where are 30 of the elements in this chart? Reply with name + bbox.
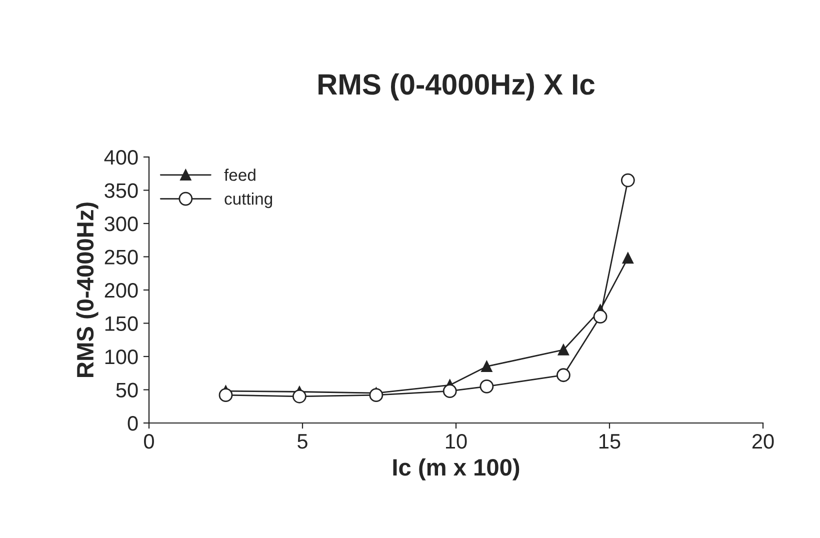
- x-tick-label: 5: [298, 434, 308, 449]
- point: [593, 310, 608, 324]
- point: [369, 388, 384, 402]
- y-tick-label: 350: [104, 183, 138, 198]
- x-tick-label: 10: [446, 434, 467, 449]
- y-tick-label: 200: [104, 283, 138, 298]
- y-tick-label: 0: [128, 416, 138, 431]
- point: [442, 384, 457, 398]
- legend-label: cutting: [224, 192, 272, 208]
- legend-label: feed: [224, 168, 256, 181]
- point: [480, 379, 494, 394]
- x-axis-title: Ic (m x 100): [393, 458, 520, 480]
- point: [481, 360, 492, 372]
- y-tick-label: 300: [104, 216, 138, 232]
- y-tick-label: 250: [104, 250, 138, 265]
- point: [556, 368, 570, 382]
- y-tick-label: 150: [105, 316, 138, 332]
- chart-title: RMS (0-4000Hz) X Ic: [318, 73, 595, 101]
- x-tick-label: 15: [600, 434, 620, 449]
- point: [292, 389, 306, 404]
- point: [218, 388, 233, 402]
- y-axis-title: RMS (0-4000Hz): [76, 202, 98, 377]
- point: [620, 173, 635, 188]
- y-tick-label: 50: [116, 382, 138, 398]
- y-tick-label: 400: [104, 150, 138, 165]
- point: [622, 252, 634, 264]
- x-tick-label: 20: [752, 434, 774, 449]
- y-tick-label: 100: [105, 350, 138, 364]
- point: [558, 344, 570, 356]
- x-tick-label: 0: [144, 434, 154, 449]
